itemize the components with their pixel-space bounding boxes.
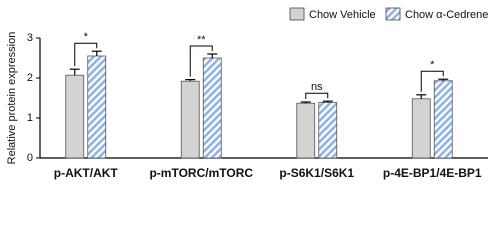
bar [65,74,85,159]
significance-bracket [305,92,329,99]
x-tick-label: p-mTORC/mTORC [149,166,253,180]
significance-bracket [189,45,213,77]
significance-label: * [430,59,435,71]
bar [433,80,453,159]
x-tick-label: p-AKT/AKT [54,166,119,180]
x-tick-label: p-S6K1/S6K1 [279,166,354,180]
significance-bracket [420,70,444,92]
legend-swatch [385,7,401,21]
bar [411,98,431,159]
significance-label: ** [197,34,206,46]
bar [318,102,338,159]
significance-bracket [74,42,98,67]
x-tick-label: p-4E-BP1/4E-BP1 [383,166,482,180]
y-tick-label: 1 [27,112,33,124]
significance-label: ns [311,81,323,93]
bar [87,55,107,159]
y-tick-label: 2 [27,72,33,84]
legend-label: Chow α-Cedrene [405,9,488,21]
y-tick-label: 3 [27,32,33,44]
y-axis-label: Relative protein expression [6,32,18,165]
chart: Relative protein expression 0 1 2 3 Chow Veh… [6,7,488,180]
y-tick-label: 0 [27,152,33,164]
bar [180,80,200,159]
bar [296,102,316,159]
significance-label: * [84,31,89,43]
legend-label: Chow Vehicle [309,9,376,21]
bar [202,57,222,159]
legend-swatch [289,7,305,21]
